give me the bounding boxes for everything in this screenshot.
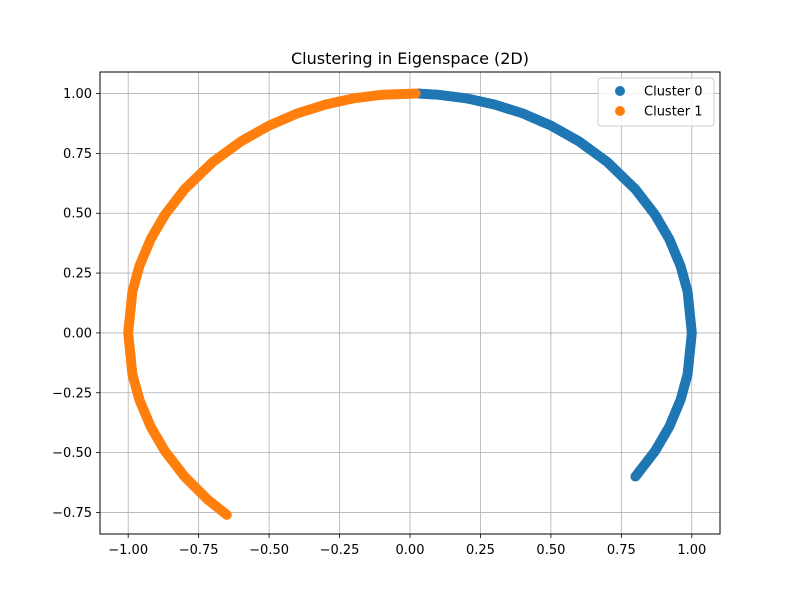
- y-axis-ticks: −0.75 −0.50 −0.25 0.00 0.25 0.50 0.75 1.00: [52, 87, 100, 521]
- x-tick-label: 0.50: [536, 543, 565, 558]
- y-tick-label: 0.25: [63, 267, 92, 282]
- legend-marker: [615, 106, 625, 116]
- x-tick-label: −1.00: [108, 543, 148, 558]
- x-tick-label: 0.75: [607, 543, 636, 558]
- y-tick-label: 0.00: [63, 326, 92, 341]
- y-tick-label: 0.50: [63, 207, 92, 222]
- legend-marker: [615, 86, 625, 96]
- x-tick-label: −0.50: [249, 543, 289, 558]
- data-point: [221, 509, 232, 520]
- y-tick-label: −0.50: [52, 446, 92, 461]
- legend-box: [597, 77, 715, 127]
- legend: Cluster 0 Cluster 1: [597, 77, 715, 127]
- x-tick-label: 1.00: [677, 543, 706, 558]
- x-tick-label: −0.25: [320, 543, 360, 558]
- data-point: [630, 471, 641, 482]
- series-1-points: [123, 88, 421, 520]
- y-tick-label: −0.25: [52, 386, 92, 401]
- scatter-points: [123, 88, 697, 520]
- grid-lines: [100, 72, 720, 534]
- y-tick-label: 1.00: [63, 87, 92, 102]
- y-tick-label: 0.75: [63, 147, 92, 162]
- x-axis-ticks: −1.00 −0.75 −0.50 −0.25 0.00 0.25 0.50 0.75 1.00: [108, 534, 706, 558]
- series-0-points: [413, 88, 697, 482]
- legend-label: Cluster 0: [644, 85, 703, 100]
- x-tick-label: 0.00: [396, 543, 425, 558]
- y-tick-label: −0.75: [52, 506, 92, 521]
- chart-title: Clustering in Eigenspace (2D): [291, 49, 529, 68]
- x-tick-label: −0.75: [179, 543, 219, 558]
- x-tick-label: 0.25: [466, 543, 495, 558]
- legend-label: Cluster 1: [644, 105, 703, 120]
